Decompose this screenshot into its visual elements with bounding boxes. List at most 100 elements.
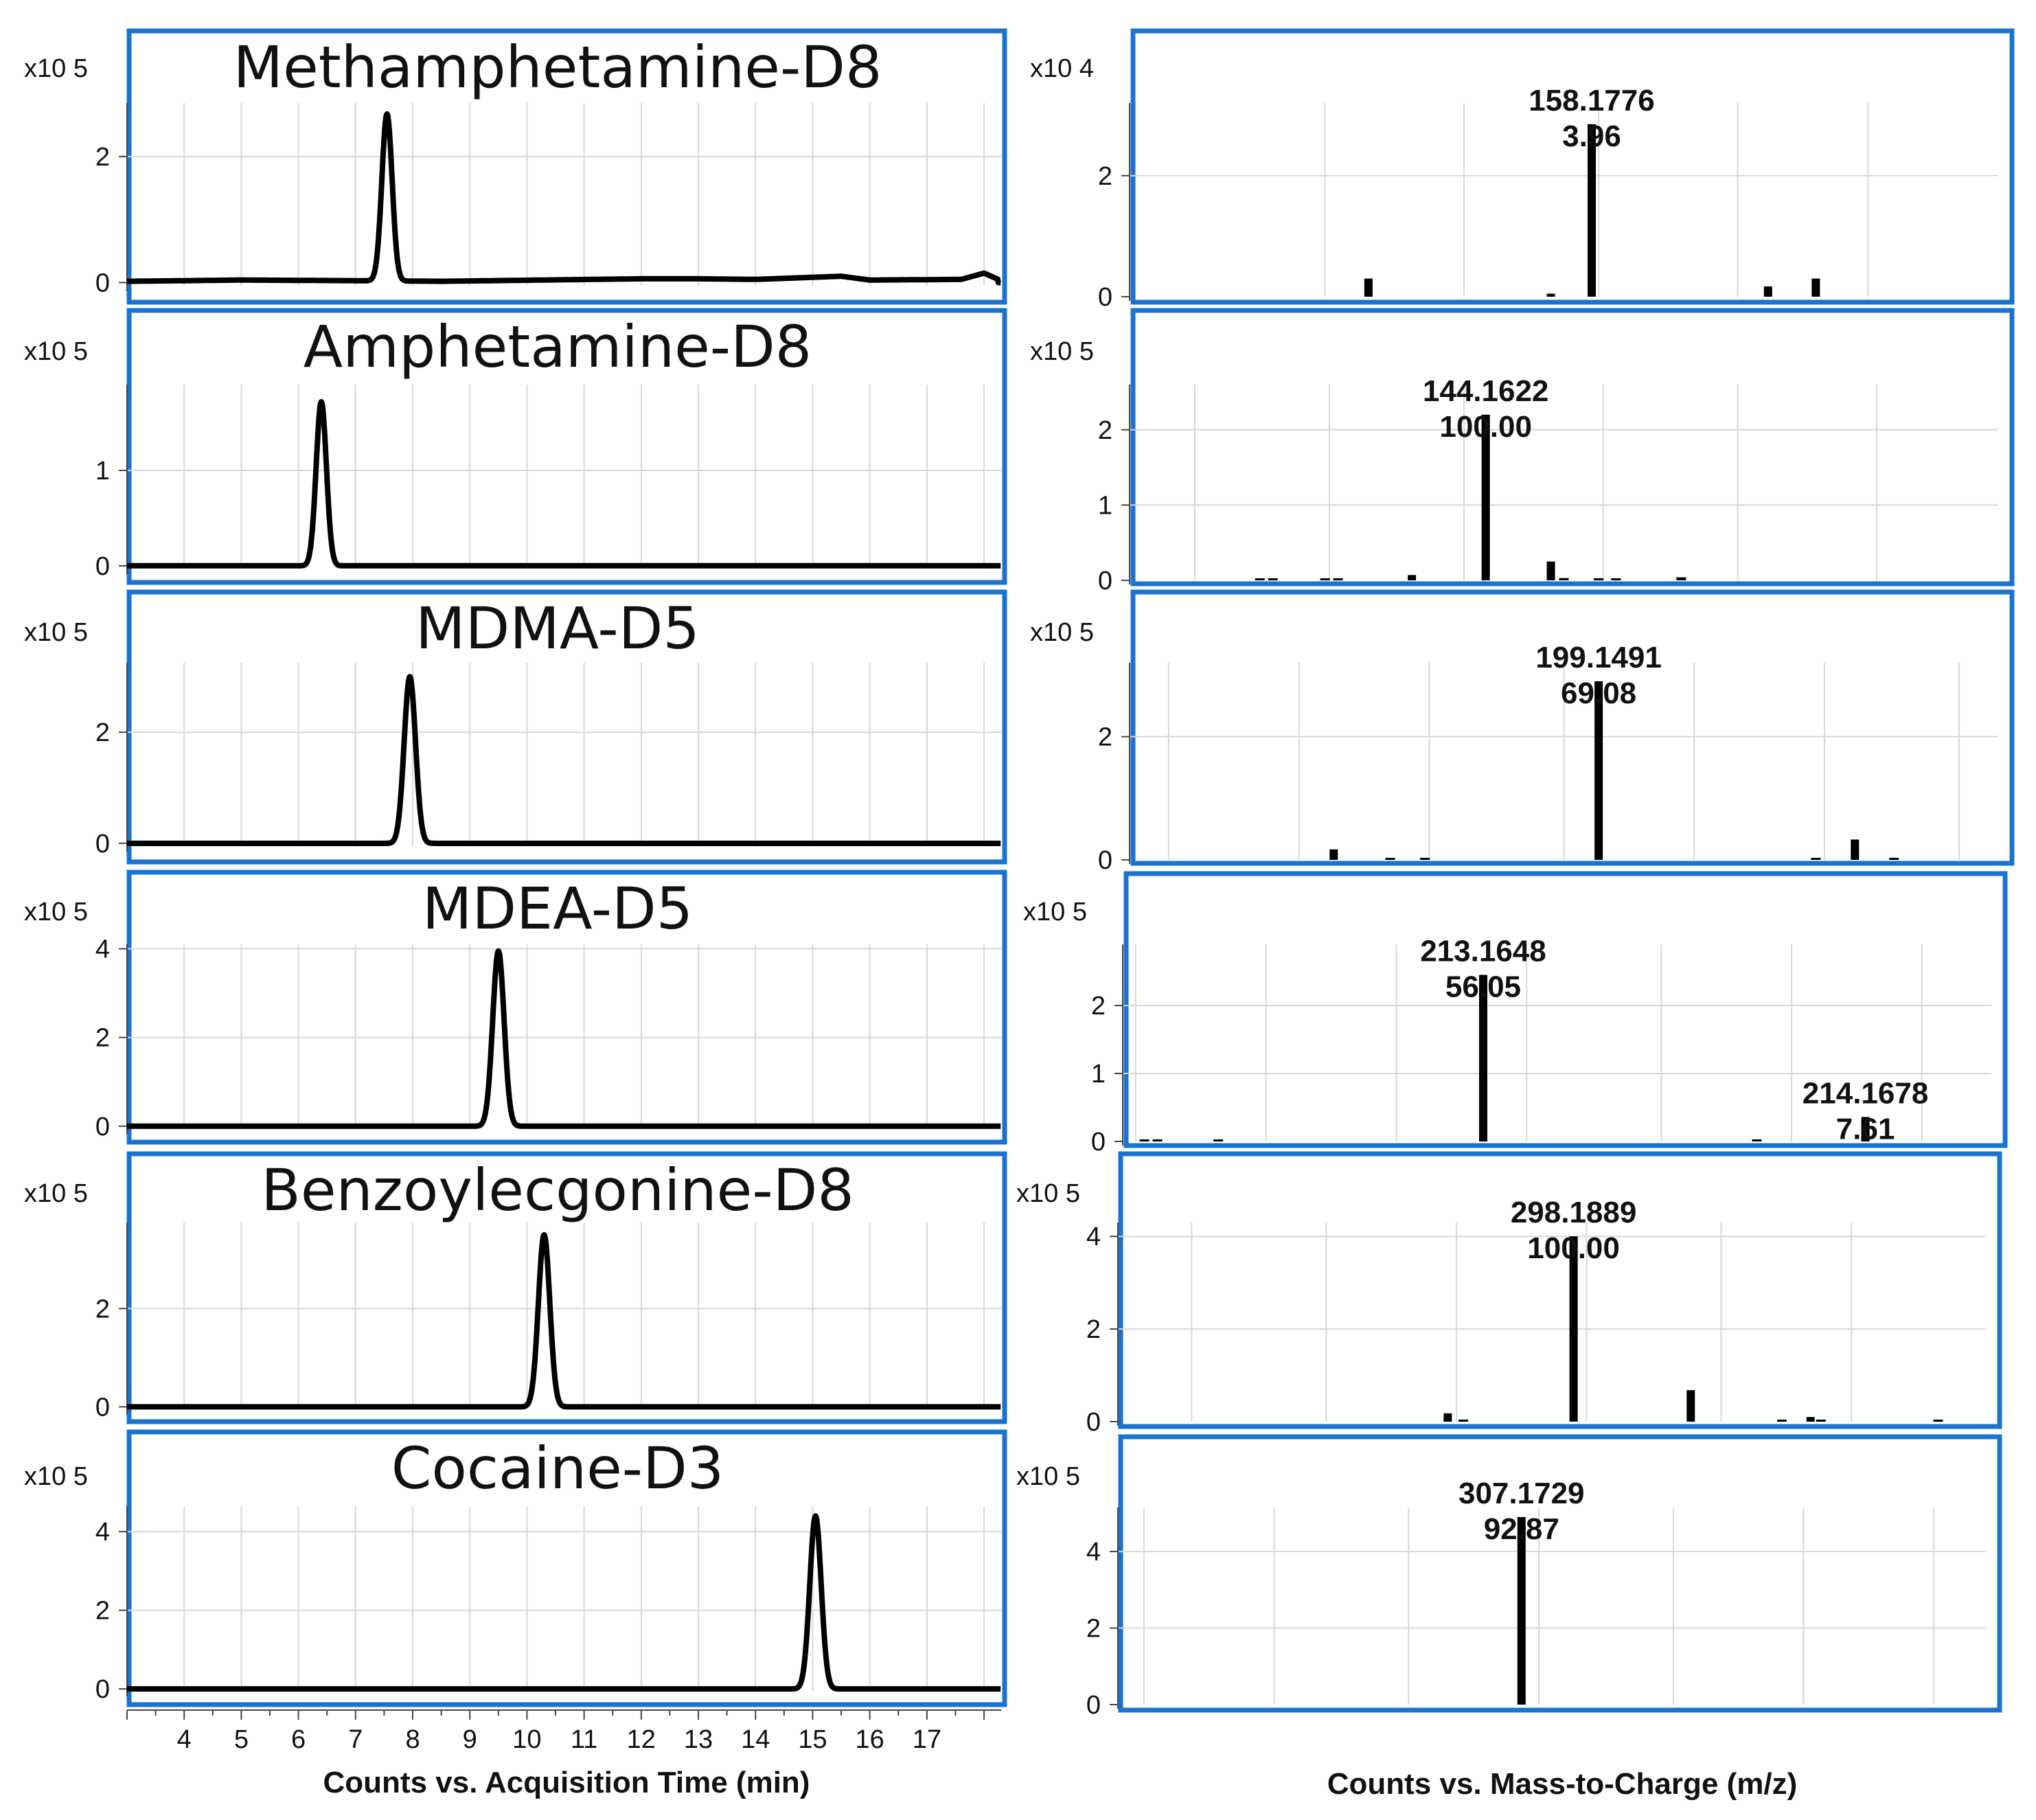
peak-mz-label: 307.1729: [1459, 1477, 1585, 1510]
y-tick-label: 1: [1091, 1060, 1106, 1089]
spectrum-peak: [1816, 1420, 1826, 1422]
y-multiplier-label: x10 5: [1016, 1179, 1080, 1208]
right-panel-frame-1: [1130, 308, 2015, 587]
chromatogram-2: 0 2 x10 5 MDMA-D5: [24, 595, 1003, 858]
left-panel-frame-3: [126, 869, 1007, 1145]
spectrum-peak: [1333, 578, 1343, 580]
y-tick-label: 0: [95, 830, 110, 858]
y-tick-label: 2: [1098, 162, 1112, 191]
y-multiplier-label: x10 5: [24, 1179, 88, 1208]
chromatogram-title: Benzoylecgonine-D8: [261, 1157, 854, 1224]
peak-percent-label: 92.87: [1484, 1512, 1559, 1546]
y-multiplier-label: x10 5: [24, 1462, 88, 1491]
spectrum-peak: [1213, 1139, 1224, 1141]
chromatogram-trace: [124, 111, 1003, 286]
right-panel-frame-5: [1118, 1434, 2002, 1713]
x-tick-label: 10: [512, 1725, 541, 1754]
peak-mz-label: 214.1678: [1803, 1076, 1929, 1110]
peak-mz-label: 213.1648: [1420, 935, 1546, 968]
spectrum-peak: [1611, 578, 1621, 580]
y-tick-label: 1: [95, 457, 110, 486]
spectrum-peak: [1255, 578, 1265, 580]
spectrum-peak: [1889, 858, 1899, 860]
spectrum-peak: [1459, 1420, 1469, 1422]
left-panel-frame-5: [126, 1429, 1007, 1707]
chromatogram-title: Cocaine-D3: [391, 1435, 724, 1502]
spectrum-peak: [1594, 578, 1604, 580]
y-multiplier-label: x10 5: [24, 337, 88, 366]
chromatogram-title: Amphetamine-D8: [304, 313, 812, 380]
chart-panels: 0 2 x10 5 Methamphetamine-D8 0 1 x10 5 Amphetam…: [24, 28, 2015, 1720]
peak-mz-label: 144.1622: [1423, 374, 1549, 408]
spectrum-peak: [1364, 278, 1373, 297]
y-tick-label: 0: [1098, 846, 1112, 875]
x-tick-label: 6: [291, 1725, 306, 1754]
y-tick-label: 4: [1086, 1222, 1101, 1251]
y-multiplier-label: x10 5: [1023, 898, 1087, 926]
right-panel-frame-0: [1130, 28, 2015, 305]
chromatogram-trace: [124, 399, 1003, 569]
right-panel-frame-3: [1123, 871, 2008, 1148]
y-multiplier-label: x10 5: [24, 618, 88, 647]
spectrum-peak: [1517, 1516, 1526, 1705]
spectrum-peak: [1478, 975, 1487, 1141]
chromatogram-title: Methamphetamine-D8: [233, 34, 882, 101]
spectrum-peak: [1559, 578, 1569, 580]
time-axis: 4 5 6 7 8 9 10 11 12 13 14 15 16 17: [126, 1709, 1001, 1754]
chromatogram-trace: [124, 674, 1003, 846]
peak-mz-label: 199.1491: [1535, 641, 1662, 674]
mz-axis-title: Counts vs. Mass-to-Charge (m/z): [1327, 1767, 1798, 1801]
y-tick-label: 2: [95, 143, 110, 172]
spectrum-peak: [1763, 286, 1772, 297]
spectrum-peak: [1676, 577, 1686, 580]
spectrum-peak: [1481, 414, 1490, 580]
spectrum-peak: [1933, 1420, 1943, 1422]
y-tick-label: 0: [1098, 567, 1112, 595]
left-panel-frame-2: [126, 589, 1007, 865]
peak-percent-label: 100.00: [1439, 410, 1532, 444]
spectrum-peak: [1569, 1236, 1578, 1422]
x-tick-label: 12: [627, 1725, 656, 1754]
y-tick-label: 2: [95, 1295, 110, 1323]
y-tick-label: 4: [95, 1518, 110, 1547]
y-tick-label: 1: [1098, 491, 1112, 520]
spectrum-peak: [1385, 858, 1395, 860]
spectrum-peak: [1594, 681, 1603, 860]
chromatogram-4: 0 2 x10 5 Benzoylecgonine-D8: [24, 1157, 1003, 1422]
chromatogram-0: 0 2 x10 5 Methamphetamine-D8: [24, 34, 1003, 297]
chromatogram-1: 0 1 x10 5 Amphetamine-D8: [24, 313, 1003, 581]
spectrum-peak: [1546, 293, 1555, 297]
spectrum-peak: [1806, 1417, 1815, 1422]
y-tick-label: 2: [1098, 723, 1112, 752]
y-tick-label: 0: [95, 269, 110, 297]
spectrum-peak: [1752, 1139, 1762, 1141]
spectrum-peak: [1811, 278, 1820, 297]
x-tick-label: 8: [405, 1725, 420, 1754]
time-axis-title: Counts vs. Acquisition Time (min): [323, 1766, 810, 1799]
spectrum-peak: [1443, 1413, 1452, 1422]
chromatogram-trace: [124, 1513, 1003, 1692]
spectrum-peak: [1811, 858, 1821, 860]
y-multiplier-label: x10 5: [1030, 618, 1094, 647]
x-tick-label: 5: [234, 1725, 249, 1754]
y-tick-label: 2: [1086, 1615, 1101, 1643]
y-multiplier-label: x10 5: [1016, 1462, 1080, 1491]
peak-percent-label: 100.00: [1527, 1231, 1620, 1265]
y-multiplier-label: x10 4: [1030, 54, 1094, 83]
peak-percent-label: 56.05: [1445, 970, 1521, 1004]
y-tick-label: 0: [95, 1675, 110, 1704]
y-tick-label: 0: [95, 552, 110, 581]
y-multiplier-label: x10 5: [24, 898, 88, 926]
spectrum-peak: [1329, 849, 1338, 860]
peak-percent-label: 3.96: [1562, 120, 1621, 153]
x-tick-label: 11: [571, 1725, 597, 1754]
y-tick-label: 2: [95, 1597, 110, 1626]
spectrum-peak: [1420, 858, 1430, 860]
right-panel-frame-4: [1118, 1151, 2002, 1429]
